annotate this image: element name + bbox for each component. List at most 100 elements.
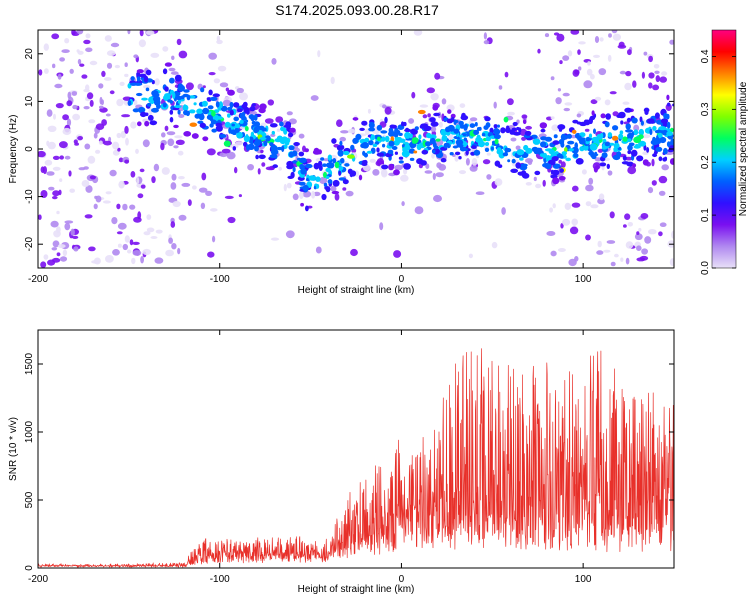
spectrogram-cell xyxy=(313,162,320,170)
spectrogram-cell xyxy=(537,48,541,54)
spectrogram-cell xyxy=(643,51,648,56)
spectrogram-cell xyxy=(352,117,359,121)
spectrogram-cell xyxy=(246,144,250,151)
spectrogram-cell xyxy=(581,169,587,175)
spectrogram-cell xyxy=(369,158,376,163)
spectrogram-cell xyxy=(468,253,473,259)
spectrogram-cell xyxy=(388,127,394,134)
spectrogram-cell xyxy=(638,227,642,232)
spectrogram-cell xyxy=(239,119,244,124)
spectrogram-cell xyxy=(666,131,673,137)
spectrogram-cell xyxy=(136,76,141,82)
spectrogram-ytick-label: 0 xyxy=(24,146,35,152)
spectrogram-cell xyxy=(73,246,79,252)
spectrogram-cell xyxy=(533,176,537,182)
spectrogram-cell xyxy=(384,135,390,143)
spectrogram-cell xyxy=(229,101,234,109)
spectrogram-cell xyxy=(212,93,220,98)
spectrogram-cell xyxy=(71,91,78,96)
spectrogram-cell xyxy=(558,159,562,164)
spectrogram-cell xyxy=(452,145,459,149)
spectrogram-cell xyxy=(52,155,60,160)
spectrogram-cell xyxy=(430,121,439,127)
spectrogram-cell xyxy=(302,184,309,192)
spectrogram-cell xyxy=(201,172,207,181)
spectrogram-cell xyxy=(88,246,96,252)
spectrogram-cell xyxy=(458,156,462,160)
spectrogram-cell xyxy=(196,108,204,115)
spectrogram-cell xyxy=(633,129,639,136)
spectrogram-cell xyxy=(57,73,62,80)
spectrogram-cell xyxy=(636,155,644,162)
spectrogram-cell xyxy=(485,122,491,128)
spectrogram-cell xyxy=(590,152,595,158)
spectrogram-cell xyxy=(135,148,139,154)
spectrogram-cell xyxy=(124,235,130,243)
spectrogram-cell xyxy=(40,190,48,198)
spectrogram-cell xyxy=(503,116,509,123)
spectrogram-cell xyxy=(600,113,606,119)
spectrogram-cell xyxy=(350,144,355,151)
spectrogram-cell xyxy=(642,159,649,166)
spectrogram-cell xyxy=(285,230,295,239)
spectrogram-cell xyxy=(249,106,256,112)
spectrogram-cell xyxy=(258,107,266,114)
spectrogram-cell xyxy=(622,136,628,142)
spectrogram-cell xyxy=(217,65,227,72)
spectrogram-cell xyxy=(447,109,452,114)
spectrogram-cell xyxy=(70,228,75,236)
spectrogram-cell xyxy=(110,42,120,48)
spectrogram-cell xyxy=(546,231,556,236)
spectrogram-cell xyxy=(657,132,663,138)
spectrogram-cell xyxy=(506,125,510,129)
spectrogram-cell xyxy=(575,158,584,165)
spectrogram-cell xyxy=(56,210,60,215)
spectrogram-cell xyxy=(668,136,673,140)
spectrogram-cell xyxy=(552,203,556,209)
spectrogram-cell xyxy=(77,136,83,141)
spectrogram-cell xyxy=(659,222,667,227)
spectrogram-cell xyxy=(200,87,205,93)
spectrogram-cell xyxy=(72,104,78,110)
spectrogram-cell xyxy=(286,164,294,170)
spectrogram-cell xyxy=(210,208,218,212)
spectrogram-cell xyxy=(142,139,150,148)
spectrogram-cell xyxy=(298,151,305,157)
spectrogram-cell xyxy=(620,257,624,262)
spectrogram-cell xyxy=(132,250,142,256)
spectrogram-cell xyxy=(484,142,490,146)
spectrogram-cell xyxy=(47,141,56,150)
spectrogram-cell xyxy=(288,132,294,138)
spectrogram-cell xyxy=(152,95,161,103)
spectrogram-cell xyxy=(475,191,485,195)
spectrogram-cell xyxy=(299,163,305,170)
spectrogram-cell xyxy=(175,95,183,101)
spectrogram-cell xyxy=(344,163,350,167)
spectrogram-cell xyxy=(593,54,600,59)
spectrogram-cell xyxy=(151,107,159,113)
spectrogram-cell xyxy=(440,158,447,163)
spectrogram-cell xyxy=(647,187,654,194)
spectrogram-cell xyxy=(567,50,573,57)
spectrogram-cell xyxy=(625,241,634,249)
spectrogram-cell xyxy=(161,132,166,138)
spectrogram-cell xyxy=(589,143,598,151)
spectrogram-cell xyxy=(401,201,405,207)
spectrogram-cell xyxy=(394,151,398,155)
spectrogram-cell xyxy=(56,252,61,257)
spectrogram-cell xyxy=(117,243,122,248)
spectrogram-cell xyxy=(486,152,491,156)
spectrogram-cell xyxy=(298,181,306,186)
spectrogram-cell xyxy=(67,91,72,100)
spectrogram-cell xyxy=(276,146,283,151)
snr-ytick-label: 1000 xyxy=(24,420,35,443)
spectrogram-cell xyxy=(609,211,615,219)
spectrogram-cell xyxy=(420,160,427,166)
spectrogram-cell xyxy=(98,83,104,89)
spectrogram-cell xyxy=(358,174,363,181)
spectrogram-cell xyxy=(162,102,167,108)
spectrogram-cell xyxy=(116,203,121,210)
spectrogram-cell xyxy=(103,140,112,146)
spectrogram-cell xyxy=(186,94,191,101)
spectrogram-cell xyxy=(548,149,555,155)
